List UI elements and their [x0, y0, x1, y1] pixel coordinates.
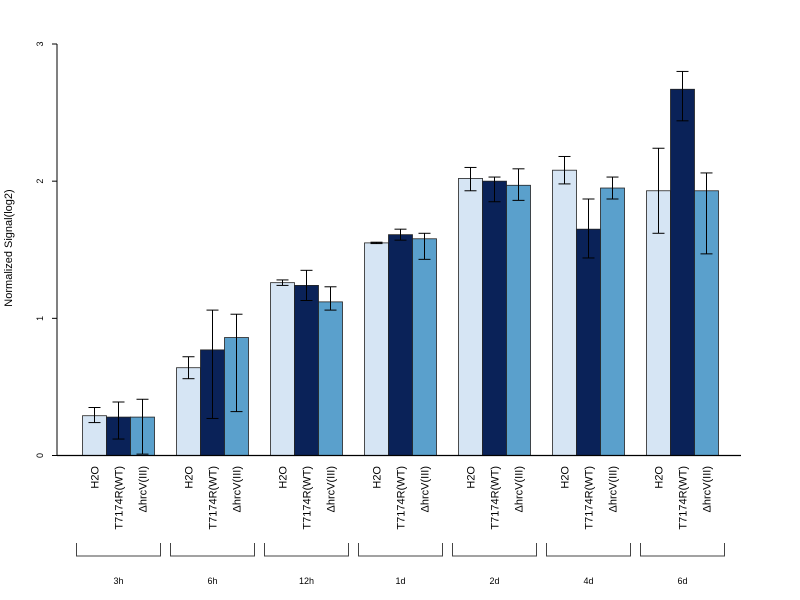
error-bar: [112, 401, 125, 440]
error-bar: [676, 70, 689, 122]
bracket-line: [76, 543, 161, 557]
error-bar: [394, 228, 407, 241]
bar-category-label: ΔhrcV(III): [514, 466, 526, 512]
bar-category-label: ΔhrcV(III): [138, 466, 150, 512]
error-bar: [88, 406, 101, 424]
bar-category-label: ΔhrcV(III): [702, 466, 714, 512]
y-tick-label: 0: [35, 453, 45, 458]
y-tick-label: 2: [35, 179, 45, 184]
bar: [482, 180, 507, 456]
bar: [294, 285, 319, 456]
bar: [458, 178, 483, 456]
bar: [552, 169, 577, 456]
error-bar: [488, 176, 501, 203]
bar-category-label: H2O: [466, 466, 478, 489]
group-label: 6d: [677, 576, 687, 586]
bar: [576, 228, 601, 456]
error-bar: [324, 286, 337, 311]
bar-category-label: ΔhrcV(III): [420, 466, 432, 512]
bar-category-label: ΔhrcV(III): [232, 466, 244, 512]
error-bar: [512, 168, 525, 201]
error-bar: [206, 309, 219, 419]
group-label: 1d: [395, 576, 405, 586]
group-label: 4d: [583, 576, 593, 586]
bar-category-label: T7174R(WT): [584, 466, 596, 530]
bar: [670, 88, 695, 456]
error-bar: [700, 172, 713, 255]
bar-category-label: ΔhrcV(III): [326, 466, 338, 512]
bars: [82, 88, 719, 456]
y-tick-label: 3: [35, 41, 45, 46]
group-bracket: 4d: [546, 543, 631, 586]
bar-category-label: T7174R(WT): [114, 466, 126, 530]
error-bar: [652, 147, 665, 234]
y-axis-title: Normalized Signal(log2): [3, 189, 15, 306]
error-bar: [464, 166, 477, 192]
group-bracket: 3h: [76, 543, 161, 586]
group-label: 6h: [207, 576, 217, 586]
bracket-line: [358, 543, 443, 557]
bracket-line: [264, 543, 349, 557]
bar-category-label: H2O: [90, 466, 102, 489]
bar: [318, 301, 343, 456]
error-bar: [136, 398, 149, 455]
bar-category-label: H2O: [654, 466, 666, 489]
bracket-line: [546, 543, 631, 557]
bracket-line: [452, 543, 537, 557]
error-bar: [182, 356, 195, 380]
bar-category-label: ΔhrcV(III): [608, 466, 620, 512]
y-axis: 0 1 2 3: [35, 41, 58, 458]
group-label: 2d: [489, 576, 499, 586]
bar-category-label: H2O: [278, 466, 290, 489]
bracket-line: [640, 543, 725, 557]
bar-category-label: T7174R(WT): [678, 466, 690, 530]
bar-category-label: T7174R(WT): [302, 466, 314, 530]
group-bracket: 12h: [264, 543, 349, 586]
group-label: 3h: [113, 576, 123, 586]
error-bar: [276, 279, 289, 286]
error-bar: [558, 155, 571, 185]
error-bar: [418, 232, 431, 260]
bar-category-label: H2O: [560, 466, 572, 489]
group-brackets: 3h 6h 12h 1d 2d 4d 6d: [76, 543, 725, 586]
bar: [388, 234, 413, 456]
bar-category-label: T7174R(WT): [396, 466, 408, 530]
error-bar: [370, 241, 383, 245]
bar: [412, 238, 437, 456]
error-bar: [230, 313, 243, 413]
bar: [364, 242, 389, 456]
bracket-line: [170, 543, 255, 557]
error-bar: [300, 269, 313, 302]
bar: [600, 187, 625, 456]
bar-category-label: T7174R(WT): [490, 466, 502, 530]
bar: [506, 184, 531, 456]
error-bar: [606, 176, 619, 200]
group-bracket: 2d: [452, 543, 537, 586]
error-bars: [88, 70, 713, 455]
bar: [270, 282, 295, 456]
category-labels: H2O T7174R(WT) ΔhrcV(III) H2O T7174R(WT) Δhrc…: [90, 466, 714, 530]
error-bar: [582, 198, 595, 259]
group-label: 12h: [299, 576, 314, 586]
bar: [176, 367, 201, 456]
group-bracket: 6h: [170, 543, 255, 586]
bar-category-label: H2O: [184, 466, 196, 489]
bar-category-label: T7174R(WT): [208, 466, 220, 530]
y-tick-label: 1: [35, 316, 45, 321]
group-bracket: 1d: [358, 543, 443, 586]
bar-category-label: H2O: [372, 466, 384, 489]
group-bracket: 6d: [640, 543, 725, 586]
